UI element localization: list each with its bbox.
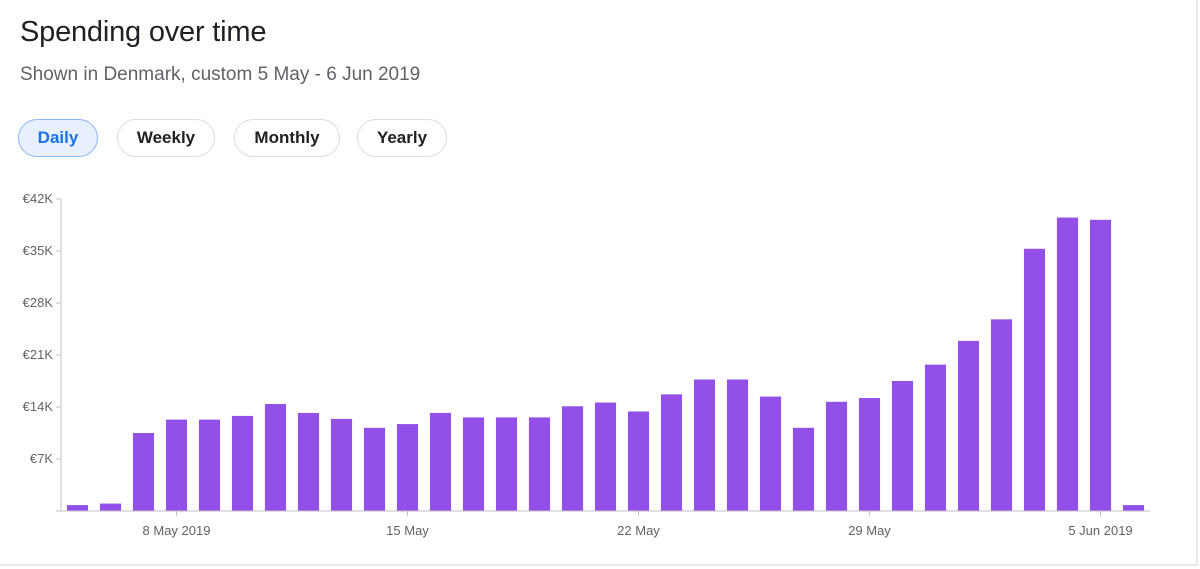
- x-axis: 8 May 2019 15 May 22 May 29 May 5 Jun 2019: [61, 510, 1150, 538]
- bar[interactable]: [330, 418, 353, 511]
- bar[interactable]: [363, 427, 386, 511]
- bar[interactable]: [924, 364, 947, 511]
- page-subtitle: Shown in Denmark, custom 5 May - 6 Jun 2…: [20, 64, 421, 85]
- tab-daily[interactable]: Daily: [18, 119, 98, 157]
- spending-bar-chart: €7K €14K €21K €28K €35K €42K 8 May 2019 15 May…: [23, 191, 1150, 538]
- bar[interactable]: [198, 419, 221, 511]
- bar[interactable]: [429, 412, 452, 511]
- y-tick-label: €35K: [23, 243, 54, 258]
- x-tick-label: 5 Jun 2019: [1068, 523, 1132, 538]
- tab-monthly[interactable]: Monthly: [234, 119, 340, 157]
- page-title: Spending over time: [20, 16, 267, 48]
- bar[interactable]: [594, 402, 617, 511]
- tab-yearly[interactable]: Yearly: [357, 119, 447, 157]
- bar[interactable]: [660, 394, 683, 511]
- y-tick-label: €7K: [30, 451, 53, 466]
- bar[interactable]: [759, 396, 782, 511]
- x-tick-label: 8 May 2019: [143, 523, 211, 538]
- y-tick-label: €42K: [23, 191, 54, 206]
- bar[interactable]: [693, 379, 716, 511]
- bar[interactable]: [825, 401, 848, 511]
- bar[interactable]: [66, 505, 89, 511]
- bar[interactable]: [264, 404, 287, 511]
- bar[interactable]: [528, 417, 551, 511]
- y-tick-label: €21K: [23, 347, 54, 362]
- bar[interactable]: [1023, 248, 1046, 511]
- bar[interactable]: [132, 433, 155, 511]
- bar[interactable]: [231, 415, 254, 511]
- bar[interactable]: [165, 419, 188, 511]
- bar[interactable]: [858, 398, 881, 511]
- bar[interactable]: [561, 406, 584, 511]
- y-axis: €7K €14K €21K €28K €35K €42K: [23, 191, 62, 512]
- bar[interactable]: [891, 381, 914, 511]
- bar[interactable]: [99, 503, 122, 511]
- x-tick-label: 29 May: [848, 523, 891, 538]
- bar[interactable]: [990, 319, 1013, 511]
- y-tick-label: €28K: [23, 295, 54, 310]
- bar[interactable]: [627, 411, 650, 511]
- bar[interactable]: [792, 427, 815, 511]
- y-tick-label: €14K: [23, 399, 54, 414]
- x-tick-label: 15 May: [386, 523, 429, 538]
- bar[interactable]: [957, 340, 980, 511]
- bar[interactable]: [396, 424, 419, 511]
- bars: [66, 217, 1145, 512]
- bar[interactable]: [1122, 505, 1145, 511]
- x-tick-label: 22 May: [617, 523, 660, 538]
- bar[interactable]: [726, 379, 749, 511]
- bar[interactable]: [1056, 217, 1079, 512]
- bar[interactable]: [462, 417, 485, 511]
- bar[interactable]: [495, 417, 518, 511]
- bar[interactable]: [1089, 219, 1112, 512]
- tab-weekly[interactable]: Weekly: [117, 119, 215, 157]
- bar[interactable]: [297, 412, 320, 511]
